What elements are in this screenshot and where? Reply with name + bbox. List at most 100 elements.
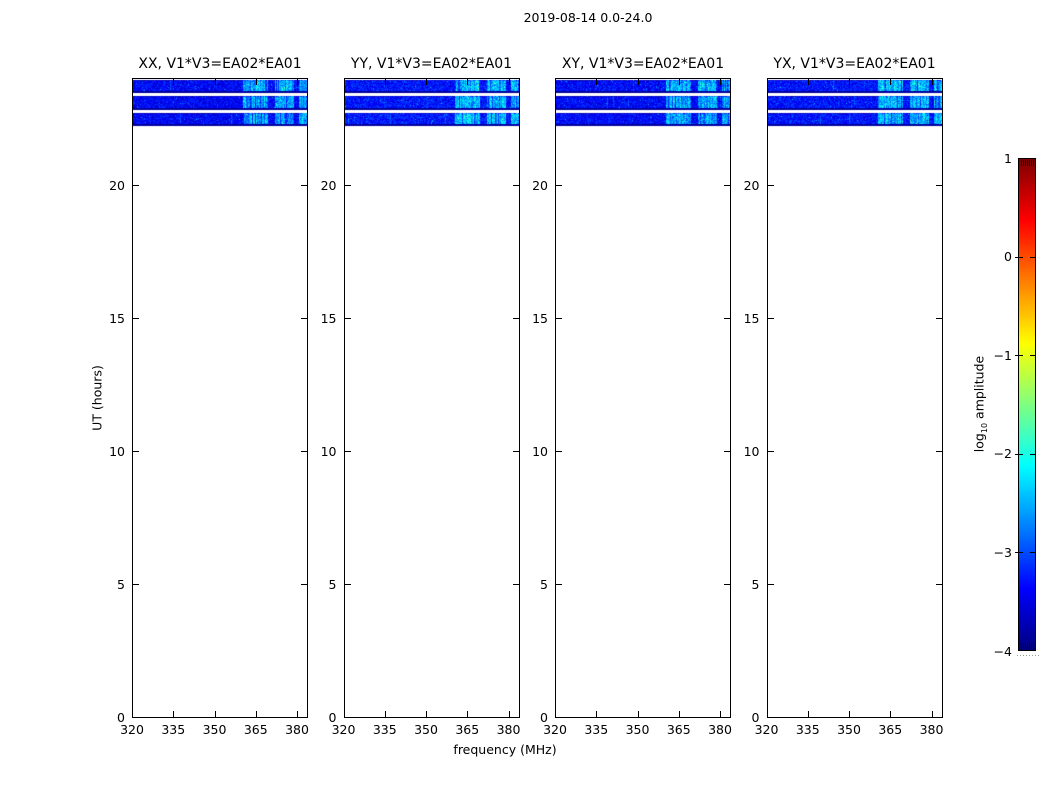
x-tick-label: 365 (878, 722, 903, 737)
x-tick-label: 335 (161, 722, 186, 737)
x-tick-label: 380 (708, 722, 732, 737)
x-axis-tick (849, 79, 850, 85)
colorbar-tick (1015, 552, 1023, 554)
y-axis-tick (512, 318, 519, 320)
y-axis-tick (301, 584, 307, 586)
colorbar-tick (1030, 355, 1036, 357)
colorbar-minor-hatch (1024, 160, 1026, 166)
colorbar-tick-label: −1 (993, 347, 1012, 363)
y-tick-label: 20 (743, 177, 760, 193)
y-tick-label: 20 (320, 177, 337, 193)
x-axis-tick (508, 79, 510, 85)
x-axis-tick (931, 79, 933, 85)
colorbar-minor-hatch (1020, 160, 1022, 166)
y-axis-tick (301, 185, 307, 187)
y-axis-tick (724, 318, 730, 320)
y-axis-tick (556, 318, 562, 320)
spectrogram-canvas (767, 79, 942, 127)
colorbar-tick (1015, 256, 1023, 258)
colorbar-minor-hatch (1026, 643, 1028, 649)
panel-title: YY, V1*V3=EA02*EA01 (350, 56, 513, 72)
y-axis-tick (133, 451, 139, 453)
y-tick-label: 15 (320, 310, 337, 326)
colorbar-label-sub: 10 (979, 422, 989, 434)
x-axis-tick (596, 711, 598, 717)
y-tick-label: 5 (540, 576, 548, 592)
colorbar-dotted-line (1026, 655, 1027, 656)
y-tick-label: 5 (328, 576, 337, 592)
colorbar-minor-hatch (1024, 643, 1026, 649)
x-axis-tick (508, 711, 510, 717)
panel-title: XY, V1*V3=EA02*EA01 (561, 56, 725, 72)
x-axis-tick (637, 711, 639, 717)
colorbar-tick-label: 1 (1004, 150, 1012, 166)
x-tick-label: 320 (754, 722, 779, 737)
y-axis-tick (724, 185, 730, 187)
colorbar-tick (1030, 453, 1036, 455)
panel-title: YX, V1*V3=EA02*EA01 (773, 56, 936, 72)
y-tick-label: 15 (532, 310, 548, 326)
y-axis-tick (935, 318, 942, 320)
y-axis-label: UT (hours) (89, 365, 105, 431)
colorbar-minor-hatch (1020, 643, 1022, 649)
colorbar-tick (1030, 552, 1036, 554)
x-tick-label: 380 (919, 722, 944, 737)
x-tick-label: 335 (795, 722, 820, 737)
x-axis-tick (255, 711, 257, 717)
colorbar-minor-hatch (1026, 160, 1028, 166)
y-axis-tick (344, 451, 351, 453)
x-axis-tick (807, 711, 809, 717)
x-axis-tick (678, 711, 680, 717)
y-tick-label: 5 (751, 576, 760, 592)
y-axis-tick (344, 584, 351, 586)
y-axis-tick (556, 451, 562, 453)
x-axis-tick (255, 79, 257, 85)
x-axis-tick (173, 79, 175, 85)
y-axis-tick (767, 318, 774, 320)
colorbar-dotted-line (1029, 655, 1030, 656)
colorbar-minor-hatch (1022, 160, 1024, 166)
x-axis-tick (678, 79, 680, 85)
y-axis-tick (767, 451, 774, 453)
y-tick-label: 0 (751, 709, 760, 725)
x-tick-label: 365 (243, 722, 268, 737)
colorbar-dotted-line (1017, 655, 1018, 656)
x-tick-label: 320 (120, 722, 144, 737)
spectrogram-canvas (344, 79, 519, 127)
y-tick-label: 20 (109, 177, 125, 193)
x-axis-tick (426, 711, 427, 717)
colorbar-minor-hatch (1030, 160, 1032, 166)
y-axis-tick (133, 584, 139, 586)
x-axis-tick (467, 711, 469, 717)
y-axis-tick (301, 318, 307, 320)
colorbar-tick-label: 0 (1004, 249, 1012, 265)
colorbar-tick (1015, 355, 1023, 357)
x-tick-label: 320 (543, 722, 567, 737)
y-tick-label: 5 (117, 576, 125, 592)
y-axis-tick (935, 584, 942, 586)
y-tick-label: 20 (532, 177, 548, 193)
colorbar-minor-hatch (1028, 643, 1030, 649)
y-tick-label: 10 (743, 443, 760, 459)
y-tick-label: 15 (109, 310, 125, 326)
y-axis-tick (935, 451, 942, 453)
x-axis-tick (596, 79, 598, 85)
y-axis-tick (767, 185, 774, 187)
x-axis-tick (297, 711, 298, 717)
x-axis-tick (297, 79, 298, 85)
colorbar-tick-label: −2 (993, 446, 1012, 462)
colorbar-minor-hatch (1032, 160, 1034, 166)
x-tick-label: 380 (285, 722, 309, 737)
x-tick-label: 335 (372, 722, 397, 737)
x-axis-tick (720, 711, 721, 717)
x-axis-tick (637, 79, 639, 85)
x-axis-tick (426, 79, 427, 85)
x-tick-label: 350 (414, 722, 438, 737)
colorbar-dotted-line (1032, 655, 1033, 656)
x-axis-tick (849, 711, 850, 717)
spectrogram-canvas (133, 79, 307, 127)
x-axis-tick (890, 79, 892, 85)
x-axis-tick (720, 79, 721, 85)
colorbar-minor-hatch (1022, 643, 1024, 649)
